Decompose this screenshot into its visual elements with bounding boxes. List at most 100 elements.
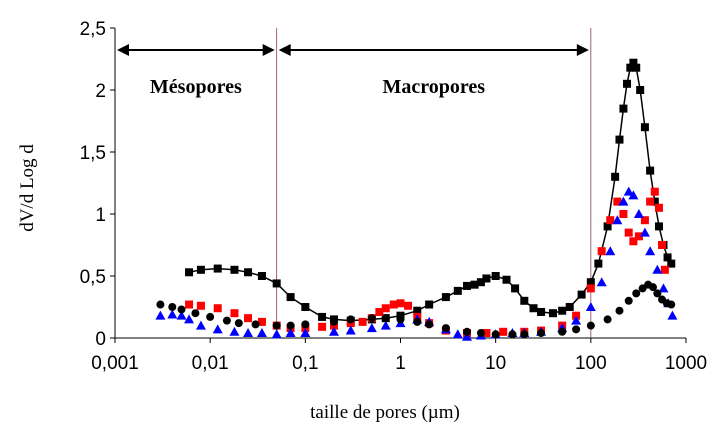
data-point xyxy=(565,303,574,311)
data-point xyxy=(286,321,295,330)
data-point xyxy=(629,237,638,246)
data-point xyxy=(529,304,538,313)
data-point xyxy=(482,329,491,338)
data-point xyxy=(667,300,676,309)
data-point xyxy=(628,190,639,200)
data-point xyxy=(663,253,672,262)
region-arrowhead-right xyxy=(262,44,275,56)
data-point xyxy=(558,327,567,336)
data-point xyxy=(612,215,623,225)
data-point xyxy=(463,281,472,290)
plot-frame xyxy=(114,28,686,339)
data-point xyxy=(482,274,491,283)
data-point xyxy=(658,241,667,249)
data-point xyxy=(623,186,634,196)
data-point xyxy=(413,306,422,315)
data-point xyxy=(658,283,669,293)
data-point xyxy=(491,272,500,280)
data-point xyxy=(234,319,243,328)
data-point xyxy=(667,310,678,320)
data-point xyxy=(285,328,296,338)
x-tick-label: 0,1 xyxy=(292,353,318,374)
data-point xyxy=(167,309,178,319)
data-point xyxy=(632,63,641,72)
data-point xyxy=(594,259,603,268)
data-point xyxy=(520,296,529,305)
data-point xyxy=(452,329,463,339)
data-point xyxy=(389,300,398,309)
data-point xyxy=(251,320,260,329)
data-point xyxy=(222,316,231,325)
x-tick-label: 1000 xyxy=(665,353,707,374)
y-tick-label: 2 xyxy=(95,81,106,102)
data-point xyxy=(184,314,195,324)
data-point xyxy=(185,300,194,309)
data-point xyxy=(213,264,222,273)
data-point xyxy=(271,329,282,339)
x-tick-label: 100 xyxy=(575,353,607,374)
data-point xyxy=(646,197,655,206)
data-point xyxy=(346,315,355,324)
data-point xyxy=(301,303,310,311)
data-point xyxy=(650,187,659,196)
data-point xyxy=(537,307,546,316)
data-point xyxy=(191,309,200,318)
data-point xyxy=(413,317,422,326)
data-point xyxy=(639,227,650,237)
data-point xyxy=(257,317,266,326)
data-point xyxy=(381,304,390,313)
data-point xyxy=(301,320,310,329)
data-point xyxy=(648,283,657,292)
data-point xyxy=(375,307,384,316)
y-tick-label: 0 xyxy=(95,329,106,350)
data-point xyxy=(646,166,655,175)
data-point xyxy=(396,299,405,308)
data-point xyxy=(155,310,166,320)
data-point xyxy=(653,289,662,298)
data-point xyxy=(345,325,356,335)
data-point xyxy=(640,123,649,132)
data-point xyxy=(463,327,472,336)
data-point xyxy=(206,312,215,321)
x-tick-label: 0,01 xyxy=(192,353,229,374)
x-tick-label: 10 xyxy=(485,353,506,374)
data-point xyxy=(619,104,628,113)
data-point xyxy=(629,58,638,67)
data-point xyxy=(624,228,633,237)
data-point xyxy=(256,328,267,338)
data-point xyxy=(318,322,327,331)
data-point xyxy=(453,286,462,295)
data-point xyxy=(520,330,529,339)
data-point xyxy=(156,300,165,309)
region-arrowhead-right xyxy=(576,44,589,56)
data-point xyxy=(586,284,595,293)
data-point xyxy=(366,323,377,333)
data-point xyxy=(404,301,413,310)
data-point xyxy=(606,216,615,225)
data-point xyxy=(230,265,239,274)
region-arrowhead-left xyxy=(117,44,129,56)
data-point xyxy=(660,265,669,274)
data-point xyxy=(499,327,508,336)
x-tick-label: 1 xyxy=(395,353,406,374)
y-tick-label: 0,5 xyxy=(80,267,106,288)
data-point xyxy=(502,275,511,284)
data-point xyxy=(396,315,405,324)
region-label: Macropores xyxy=(382,76,485,98)
data-point xyxy=(358,317,367,326)
data-point xyxy=(652,264,663,274)
data-point xyxy=(654,222,663,231)
data-point xyxy=(257,272,266,280)
regions-layer: Mésopores Macropores xyxy=(117,44,589,98)
data-point xyxy=(615,306,624,315)
data-point xyxy=(381,314,390,323)
region-label: Mésopores xyxy=(150,76,242,98)
data-point xyxy=(244,268,253,277)
data-point xyxy=(654,203,663,212)
data-point xyxy=(577,290,586,299)
data-point xyxy=(633,209,644,218)
y-tick-label: 1 xyxy=(95,205,106,226)
data-point xyxy=(229,326,240,336)
data-point xyxy=(212,324,223,334)
